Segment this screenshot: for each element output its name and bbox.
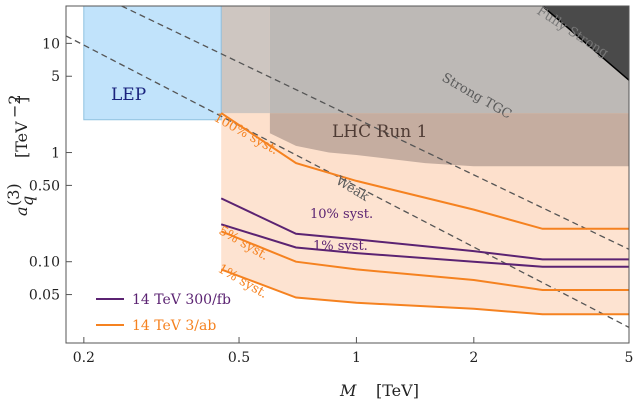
series-label-1: 10% syst. bbox=[310, 207, 373, 222]
x-tick-label-1: 0.5 bbox=[228, 350, 250, 366]
x-tick-label-3: 2 bbox=[469, 350, 478, 366]
hl-lhc-band-5-1 bbox=[221, 231, 629, 315]
y-axis-title: a (3) q [TeV −2 ] bbox=[4, 94, 37, 216]
ref-line-weak bbox=[66, 35, 629, 328]
legend: 14 TeV 300/fb 14 TeV 3/ab bbox=[96, 292, 231, 334]
series-label-2: 1% syst. bbox=[313, 239, 368, 254]
x-tick-label-2: 1 bbox=[352, 350, 361, 366]
x-tick-label-4: 5 bbox=[625, 350, 634, 366]
y-tick-label-2: 0.50 bbox=[29, 178, 60, 194]
y-tick-label-3: 1 bbox=[51, 146, 60, 162]
y-axis-title-unit-close: ] bbox=[12, 97, 31, 103]
series-line-1 bbox=[220, 197, 629, 261]
y-tick-label-0: 0.05 bbox=[29, 288, 60, 304]
y-axis-title-symbol: a bbox=[12, 206, 31, 216]
hl-lhc-band-100-5 bbox=[221, 113, 629, 290]
y-tick-label-5: 10 bbox=[42, 36, 60, 52]
plot-area bbox=[66, 6, 629, 328]
y-axis-title-unit-sup: −2 bbox=[5, 94, 24, 118]
series-line-4 bbox=[220, 268, 629, 316]
ref-line-strong-tgc bbox=[121, 6, 629, 250]
y-axis-title-sub: q bbox=[18, 196, 37, 206]
y-axis-title-sup: (3) bbox=[4, 183, 23, 206]
y-tick-label-1: 0.10 bbox=[29, 255, 60, 271]
legend-label-purple: 14 TeV 300/fb bbox=[132, 292, 231, 308]
gray-upper-region bbox=[269, 6, 629, 114]
lhc-run1-label: LHC Run 1 bbox=[332, 122, 427, 142]
lhc-run1-region bbox=[269, 113, 629, 167]
series-line-2 bbox=[220, 223, 629, 268]
lep-label: LEP bbox=[111, 85, 146, 105]
series-line-0 bbox=[220, 112, 629, 230]
x-tick-label-0: 0.2 bbox=[73, 350, 95, 366]
legend-label-orange: 14 TeV 3/ab bbox=[132, 318, 216, 334]
x-axis-title-unit: [TeV] bbox=[376, 381, 419, 400]
gray-strip-region bbox=[221, 6, 270, 114]
y-tick-label-4: 5 bbox=[51, 69, 60, 85]
fully-strong-boundary bbox=[541, 6, 629, 81]
plot-frame bbox=[65, 5, 630, 344]
y-axis-title-unit: [TeV bbox=[12, 121, 31, 158]
x-axis-title-main: M bbox=[339, 381, 357, 400]
series-line-3 bbox=[220, 230, 629, 291]
axes-ticks: 0.2 0.5 1 2 5 0.05 0.10 0.50 1 5 10 bbox=[29, 36, 634, 366]
lep-region bbox=[83, 6, 222, 121]
